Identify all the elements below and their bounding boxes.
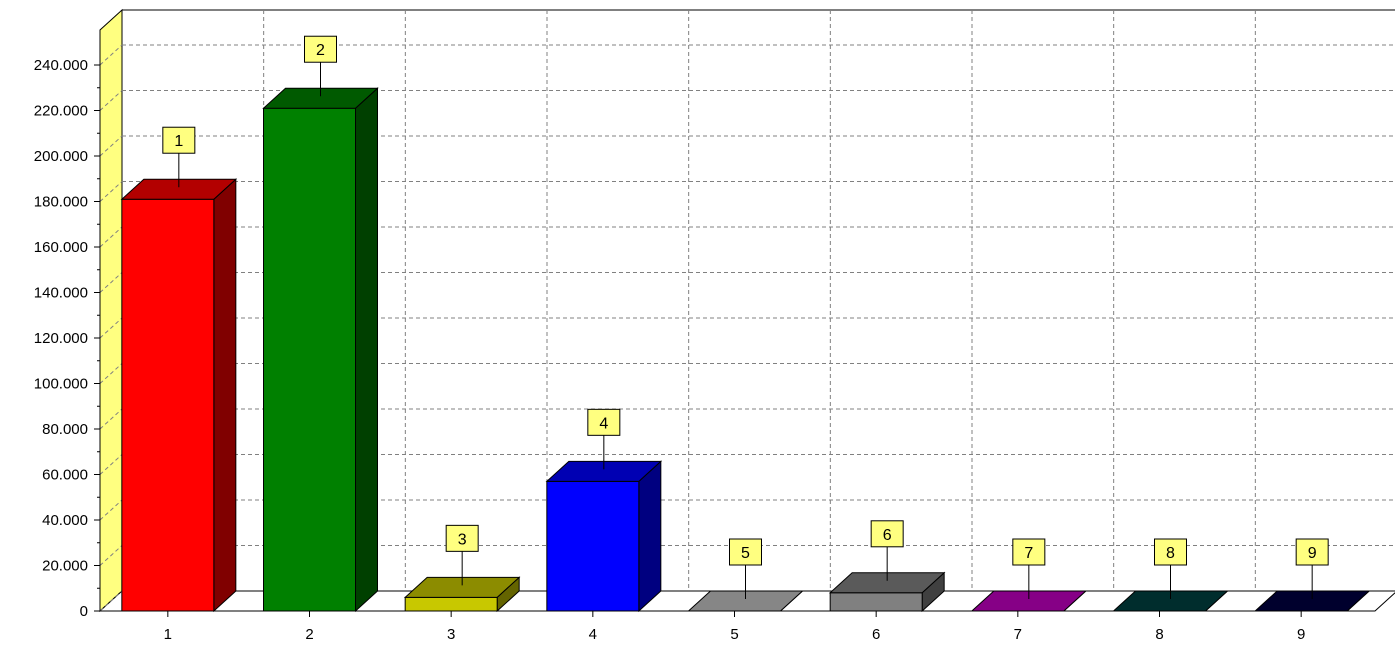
bar-side: [638, 460, 662, 613]
bar-top: [687, 590, 804, 612]
label-box: [870, 520, 904, 548]
bar-top: [403, 576, 521, 598]
label-box: [1154, 538, 1187, 566]
wall-grid-line: [99, 90, 123, 111]
wall-grid-line: [99, 499, 123, 521]
bar-top: [1112, 590, 1229, 612]
bar: [546, 480, 640, 612]
label-box: [162, 126, 196, 154]
x-tick-label: 2: [305, 626, 313, 643]
wall-grid-line: [99, 44, 123, 66]
y-tick-label: 120.000: [34, 330, 88, 347]
data-label: 2: [316, 42, 325, 59]
wall-grid-line: [99, 408, 123, 430]
y-tick-label: 80.000: [42, 421, 88, 438]
y-tick-label: 240.000: [34, 57, 88, 74]
label-box: [445, 524, 479, 552]
x-tick-label: 9: [1297, 626, 1305, 643]
y-tick-label: 160.000: [34, 239, 88, 256]
wall-grid-line: [99, 317, 123, 339]
wall-grid-line: [99, 545, 123, 566]
bar-side: [213, 178, 237, 613]
data-label: 6: [883, 527, 892, 544]
wall-grid-line: [99, 454, 123, 475]
bar-top: [828, 572, 946, 594]
label-box: [587, 408, 621, 436]
x-tick-label: 3: [447, 626, 455, 643]
bar: [263, 107, 356, 612]
data-label: 3: [458, 531, 467, 548]
y-tick-label: 100.000: [34, 376, 88, 393]
data-label: 9: [1308, 545, 1317, 562]
wall-grid-line: [99, 226, 123, 248]
y-tick-label: 20.000: [42, 558, 88, 575]
label-box: [729, 538, 762, 566]
bar: [121, 198, 215, 612]
wall-grid-line: [99, 135, 123, 157]
bar: [829, 592, 923, 612]
x-tick-label: 6: [872, 626, 880, 643]
x-axis-ticks: 1 2 3 4 5 6 7 8 9: [164, 611, 1305, 643]
wall-grid-line: [99, 181, 123, 202]
x-tick-label: 1: [164, 626, 172, 643]
bar-side: [355, 87, 378, 613]
bar-top: [545, 460, 663, 482]
x-tick-label: 8: [1155, 626, 1163, 643]
data-label: 1: [174, 133, 183, 150]
data-labels: 1 2 3 4 5 6 7 8 9: [162, 35, 1329, 599]
y-tick-label: 0: [80, 603, 88, 620]
x-tick-label: 4: [589, 626, 597, 643]
label-box: [1295, 538, 1329, 566]
data-label: 8: [1166, 545, 1175, 562]
y-tick-label: 40.000: [42, 512, 88, 529]
x-tick-label: 7: [1014, 626, 1022, 643]
y-axis-ticks: 0 20.000 40.000 60.000 80.000 100.000 120.000 1…: [34, 57, 100, 620]
y-tick-label: 220.000: [34, 103, 88, 120]
wall-grid-line: [99, 272, 123, 293]
bar-top: [120, 178, 238, 200]
y-tick-label: 180.000: [34, 194, 88, 211]
x-tick-label: 5: [730, 626, 738, 643]
bar-top: [1253, 590, 1371, 612]
data-label: 7: [1024, 545, 1033, 562]
bar-top: [970, 590, 1088, 612]
data-label: 4: [599, 415, 608, 432]
y-tick-label: 200.000: [34, 148, 88, 165]
data-label: 5: [741, 545, 750, 562]
bar-top: [262, 87, 379, 109]
bars: [120, 87, 1371, 613]
label-box: [1012, 538, 1046, 566]
y-tick-label: 60.000: [42, 467, 88, 484]
y-tick-label: 140.000: [34, 285, 88, 302]
wall-grid-line: [99, 363, 123, 384]
label-box: [304, 35, 337, 63]
wall-grid-line: [99, 590, 123, 612]
bar: [404, 596, 498, 612]
